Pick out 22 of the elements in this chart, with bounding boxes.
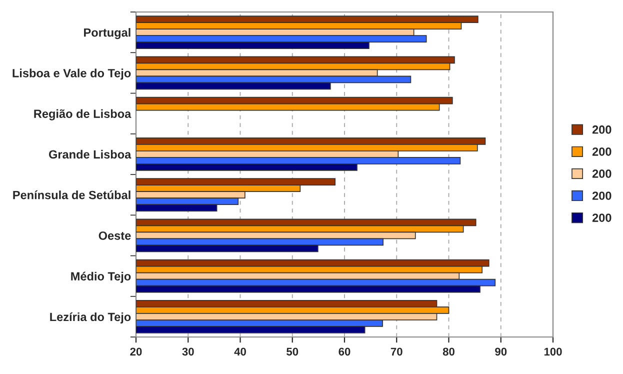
y-tick-label: Médio Tejo bbox=[71, 272, 131, 283]
x-tick-label: 70 bbox=[390, 348, 402, 356]
y-tick-label: Região de Lisboa bbox=[34, 109, 132, 120]
x-tick-label: 40 bbox=[234, 348, 246, 356]
legend-label: 200 bbox=[592, 170, 612, 178]
legend-label: 200 bbox=[592, 147, 612, 156]
legend-label: 200 bbox=[592, 192, 612, 200]
y-tick-label: Oeste bbox=[98, 231, 131, 240]
y-tick-label: Grande Lisboa bbox=[48, 150, 132, 159]
x-tick-label: 30 bbox=[182, 348, 194, 356]
x-tick-label: 90 bbox=[495, 348, 507, 356]
y-tick-label: Portugal bbox=[84, 28, 130, 40]
y-tick-label: Lezíria do Tejo bbox=[50, 312, 131, 324]
y-tick-label: Península de Setúbal bbox=[13, 190, 130, 200]
x-tick-label: 80 bbox=[442, 348, 454, 356]
x-tick-label: 60 bbox=[338, 348, 350, 356]
x-tick-label: 100 bbox=[544, 348, 562, 356]
legend-label: 200 bbox=[592, 214, 612, 222]
legend-label: 200 bbox=[592, 125, 612, 134]
x-tick-label: 50 bbox=[286, 348, 298, 356]
x-tick-label: 20 bbox=[130, 348, 142, 356]
y-tick-label: Lisboa e Vale do Tejo bbox=[12, 68, 131, 80]
